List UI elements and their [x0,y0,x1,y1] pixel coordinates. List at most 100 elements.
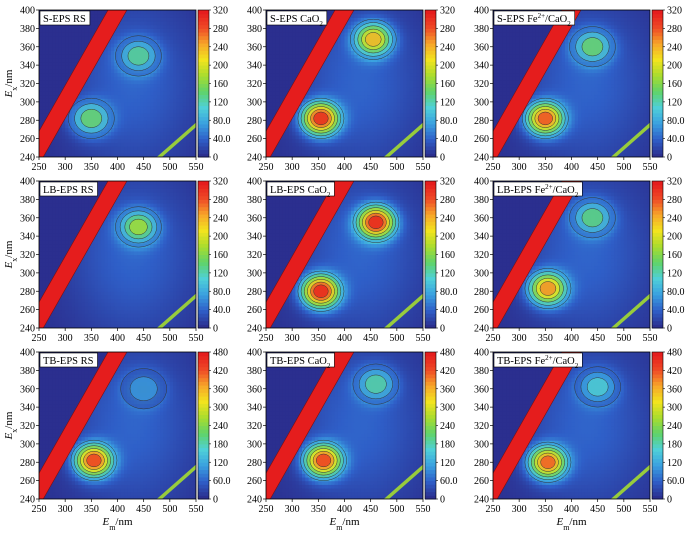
y-tick-label: 340 [247,232,262,243]
y-tick-label: 260 [474,134,489,145]
second-order-scatter [156,293,196,328]
panel-title-box [39,10,91,26]
y-tick-label: 280 [20,116,35,127]
colorbar-tick-label: 280 [440,195,455,206]
x-tick-label: 550 [416,162,431,173]
x-tick-label: 500 [389,162,404,173]
colorbar-tick-label: 200 [213,232,228,243]
colorbar-tick-label: 300 [213,403,228,414]
peak-contour [315,453,332,468]
y-tick-label: 280 [20,287,35,298]
colorbar-tick-label: 300 [440,403,455,414]
second-order-scatter [610,293,650,328]
panel-title: TB-EPS RS [43,356,94,367]
x-tick-label: 500 [616,333,631,344]
y-tick-label: 400 [474,348,489,359]
y-tick-label: 320 [247,421,262,432]
colorbar-tick-label: 200 [440,232,455,243]
x-tick-label: 550 [416,333,431,344]
x-tick-label: 350 [311,162,326,173]
x-tick-label: 400 [564,333,579,344]
peak-contour [540,455,556,469]
heatmap-area [266,181,423,328]
colorbar-tick-label: 320 [667,6,682,17]
panel-title-box [493,10,575,26]
colorbar-tick-label: 420 [213,366,228,377]
y-tick-label: 260 [247,476,262,487]
colorbar-tick-label: 120 [667,268,682,279]
peak-contour [80,108,103,128]
panel-title: LB-EPS Fe2+/CaO2 [497,183,579,199]
x-tick-label: 400 [110,504,125,515]
colorbar-tick-label: 280 [667,195,682,206]
y-tick-label: 320 [247,79,262,90]
colorbar-tick-label: 80.0 [440,116,458,127]
panel-title-box [493,181,583,197]
rayleigh-scatter-band [39,10,128,157]
colorbar: 0 40.0 80.0 120 160 200 240 280 320 [651,177,685,335]
y-tick-label: 300 [474,268,489,279]
colorbar-tick-label: 40.0 [213,305,231,316]
x-tick-label: 550 [643,504,658,515]
panel-title: S-EPS CaO2 [270,14,323,28]
x-tick-label: 250 [486,162,501,173]
colorbar-tick-label: 180 [667,439,682,450]
y-axis-label: Ex/nm [3,411,19,440]
y-tick-label: 380 [247,195,262,206]
y-tick-label: 380 [247,366,262,377]
colorbar-tick-label: 280 [213,195,228,206]
colorbar-tick-label: 320 [440,6,455,17]
colorbar-tick-label: 360 [667,384,682,395]
colorbar-tick-label: 300 [667,403,682,414]
x-tick-label: 300 [285,333,300,344]
x-tick-label: 400 [337,333,352,344]
colorbar-tick-label: 0 [667,153,672,164]
rayleigh-scatter-band [266,352,355,499]
y-tick-label: 360 [20,213,35,224]
y-tick-label: 300 [474,97,489,108]
y-tick-label: 340 [474,232,489,243]
y-tick-label: 360 [20,384,35,395]
y-tick-label: 300 [20,268,35,279]
x-tick-label: 300 [285,504,300,515]
second-order-scatter [383,122,423,157]
y-tick-label: 380 [474,366,489,377]
colorbar-tick-label: 320 [440,177,455,188]
y-tick-label: 300 [247,268,262,279]
rayleigh-scatter-band [493,181,582,328]
colorbar-tick-label: 0 [213,324,218,335]
colorbar-tick-label: 0 [213,153,218,164]
y-tick-label: 340 [247,61,262,72]
colorbar-tick-label: 480 [667,348,682,359]
y-tick-label: 280 [247,116,262,127]
panel-title: LB-EPS CaO2 [270,185,331,199]
panel-title: S-EPS Fe2+/CaO2 [497,12,571,28]
colorbar-tick-label: 420 [667,366,682,377]
x-tick-label: 250 [259,162,274,173]
rayleigh-scatter-band [493,352,582,499]
y-tick-label: 360 [20,42,35,53]
panel-title: S-EPS RS [43,14,86,25]
colorbar-tick-label: 120 [213,268,228,279]
peak-contour [86,453,102,468]
eem-panel-9: TB-EPS Fe2+/CaO2 250 300 350 400 450 500 550 240… [474,348,685,532]
y-tick-label: 280 [20,458,35,469]
heatmap-area [493,181,650,328]
x-tick-label: 300 [512,504,527,515]
colorbar: 0 60.0 120 180 240 300 360 420 480 [651,348,685,506]
panel-title: TB-EPS CaO2 [270,356,331,370]
colorbar-tick-label: 80.0 [213,287,231,298]
x-tick-label: 300 [58,162,73,173]
colorbar-tick-label: 0 [440,324,445,335]
x-tick-label: 450 [136,162,151,173]
second-order-scatter [156,122,196,157]
x-tick-label: 500 [162,504,177,515]
x-tick-label: 500 [616,162,631,173]
y-tick-label: 260 [20,134,35,145]
colorbar-tick-label: 0 [440,495,445,506]
peak-contour [129,376,158,401]
x-tick-label: 250 [259,333,274,344]
peak-contour [313,284,329,298]
x-tick-label: 350 [538,162,553,173]
